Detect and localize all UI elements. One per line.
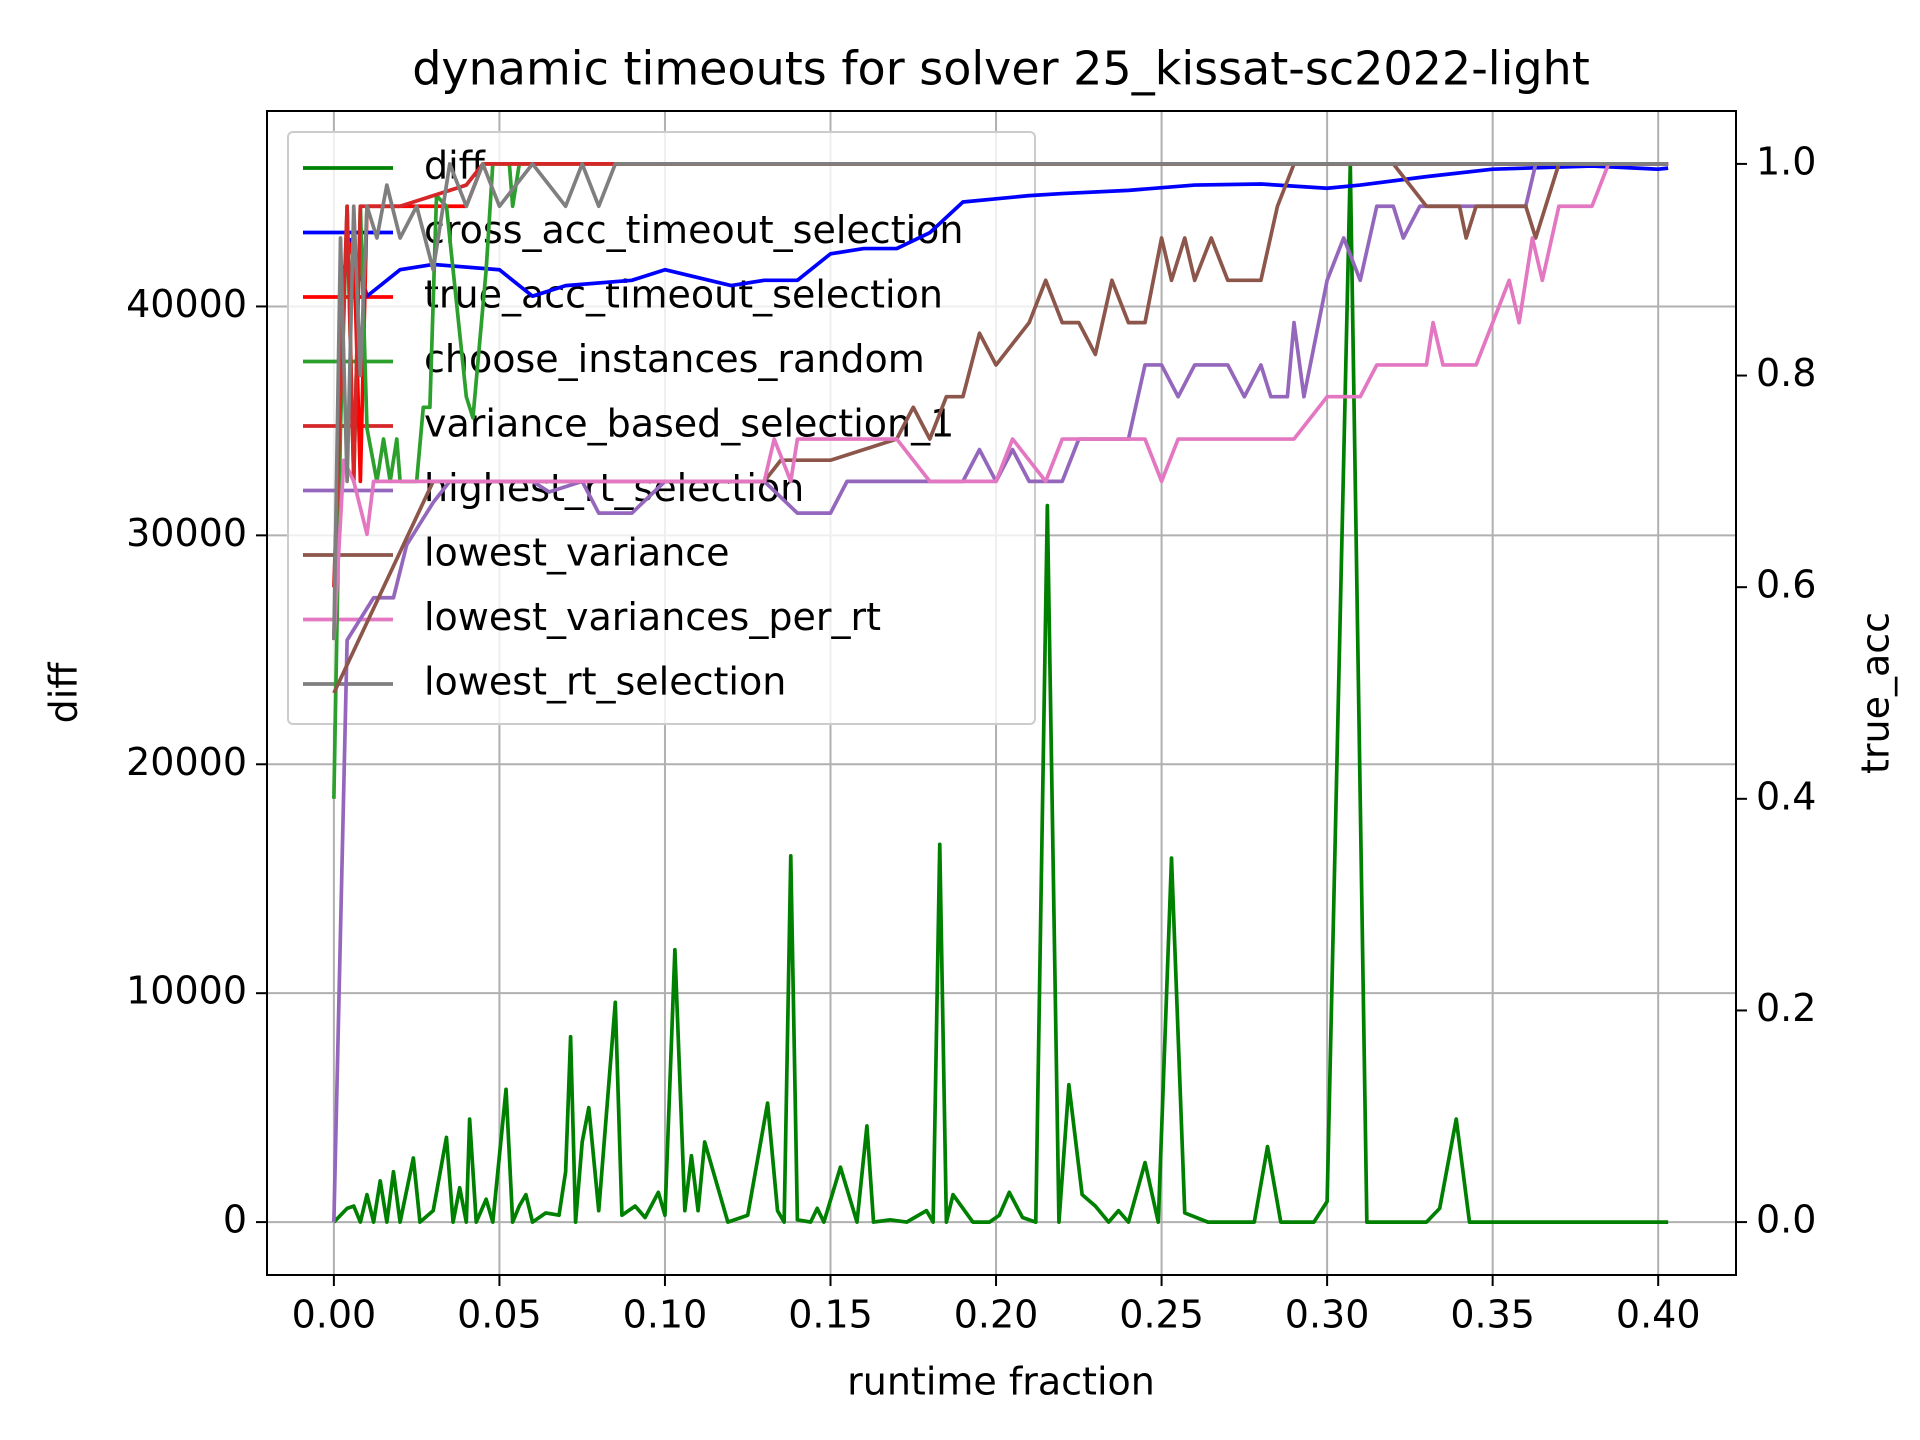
series-line [348, 164, 1669, 299]
x-tick-label: 0.15 [788, 1293, 873, 1337]
y2-tick-label: 0.2 [1756, 986, 1816, 1030]
y-axis-label: diff [42, 662, 86, 724]
x-tick-label: 0.05 [457, 1293, 542, 1337]
x-tick-label: 0.00 [292, 1293, 377, 1337]
y-tick-label: 0 [223, 1198, 247, 1242]
y-tick-label: 40000 [126, 282, 247, 326]
series-line [332, 162, 1669, 1224]
legend-label: lowest_variance [424, 531, 730, 575]
y-tick-label: 30000 [126, 511, 247, 555]
plot-frame [266, 110, 1737, 1276]
y2-tick-label: 0.0 [1756, 1198, 1816, 1242]
series-line [332, 162, 1669, 694]
x-tick-label: 0.30 [1285, 1293, 1370, 1337]
series-line [332, 162, 1669, 641]
x-tick-label: 0.35 [1450, 1293, 1535, 1337]
x-tick-label: 0.25 [1119, 1293, 1204, 1337]
legend-box [287, 131, 1036, 725]
y2-tick-label: 0.6 [1756, 563, 1816, 607]
legend-label: choose_instances_random [424, 337, 925, 381]
y2-tick-label: 1.0 [1756, 139, 1816, 183]
legend-label: cross_acc_timeout_selection [424, 208, 963, 252]
y-tick-label: 10000 [126, 969, 247, 1013]
legend-label: true_acc_timeout_selection [424, 273, 943, 317]
legend-label: lowest_rt_selection [424, 660, 786, 704]
chart-title: dynamic timeouts for solver 25_kissat-sc… [412, 42, 1590, 96]
x-axis-label: runtime fraction [847, 1360, 1155, 1404]
x-tick-label: 0.20 [954, 1293, 1039, 1337]
x-tick-label: 0.40 [1616, 1293, 1701, 1337]
x-tick-label: 0.10 [623, 1293, 708, 1337]
legend-label: highest_rt_selection [424, 466, 804, 510]
y2-tick-label: 0.8 [1756, 351, 1816, 395]
y-tick-label: 20000 [126, 740, 247, 784]
series-line [332, 162, 1669, 641]
legend-label: lowest_variances_per_rt [424, 595, 881, 639]
y2-tick-label: 0.4 [1756, 774, 1816, 818]
y2-axis-label: true_acc [1854, 612, 1898, 774]
legend: diffcross_acc_timeout_selectiontrue_acc_… [287, 131, 1036, 725]
